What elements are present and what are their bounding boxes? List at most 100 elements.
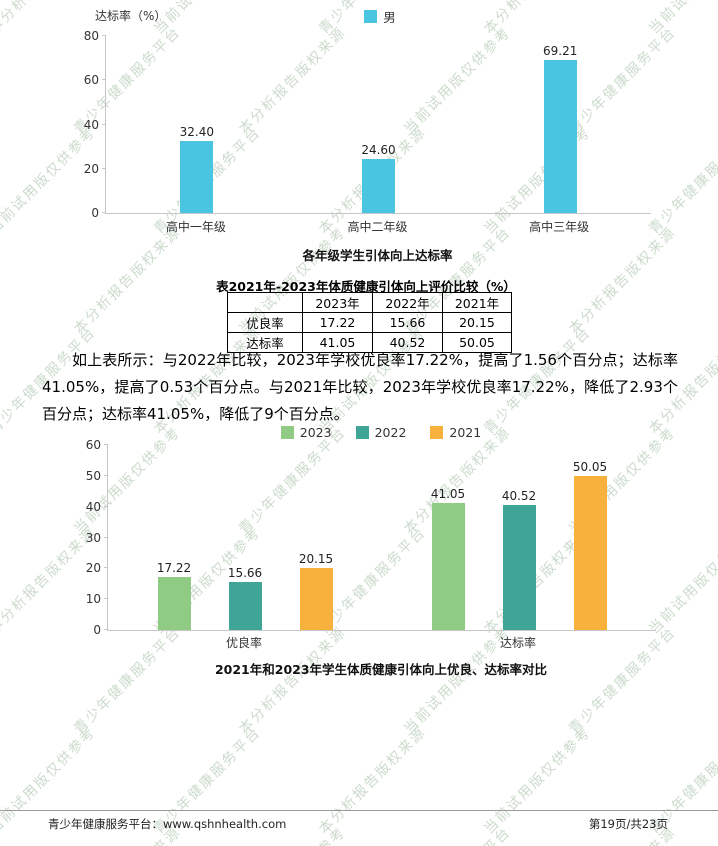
table-cell: 41.05 bbox=[302, 332, 373, 353]
legend-swatch bbox=[280, 426, 294, 439]
y-tick-label: 0 bbox=[93, 623, 101, 637]
bar-2022-达标率: 40.52 bbox=[502, 489, 536, 630]
chart-caption: 2021年和2023年学生体质健康引体向上优良、达标率对比 bbox=[214, 662, 548, 677]
table-cell: 20.15 bbox=[442, 312, 512, 333]
legend-item-2022: 2022 bbox=[355, 425, 407, 440]
y-tick-mark bbox=[102, 35, 106, 36]
y-tick-mark bbox=[104, 505, 108, 507]
x-axis-labels: 优良率 达标率 bbox=[107, 634, 655, 651]
bar-男-高中一年级: 32.40 bbox=[180, 125, 214, 213]
category-group: 17.22 15.66 20.15 bbox=[108, 445, 382, 630]
bar-男-高中二年级: 24.60 bbox=[361, 143, 396, 213]
bars-container: 32.40 24.60 69.21 bbox=[106, 36, 651, 213]
bar-value-label: 17.22 bbox=[156, 560, 192, 575]
y-tick-mark bbox=[104, 598, 108, 600]
y-tick-label: 40 bbox=[83, 117, 99, 132]
bar-value-label: 69.21 bbox=[542, 43, 578, 58]
y-tick-label: 20 bbox=[85, 561, 101, 576]
category-group: 41.05 40.52 50.05 bbox=[382, 445, 656, 630]
bar-2022-优良率: 15.66 bbox=[228, 566, 262, 630]
bar-2023-达标率: 41.05 bbox=[431, 487, 465, 630]
chart-legend: 男 bbox=[105, 7, 655, 26]
legend-item-2021: 2021 bbox=[430, 425, 481, 440]
table-cell: 15.66 bbox=[372, 312, 443, 333]
y-tick-label: 20 bbox=[83, 161, 99, 176]
bars-container: 17.22 15.66 20.15 41.05 40.52 50.05 bbox=[108, 445, 656, 630]
legend-swatch bbox=[355, 426, 369, 439]
y-tick-mark bbox=[102, 212, 106, 213]
table-cell: 40.52 bbox=[372, 332, 443, 353]
table-row: 优良率 17.22 15.66 20.15 bbox=[227, 312, 512, 333]
y-tick-label: 40 bbox=[85, 499, 101, 514]
table-cell: 17.22 bbox=[302, 312, 373, 333]
y-tick-mark bbox=[104, 474, 108, 476]
legend-item-男: 男 bbox=[364, 7, 396, 26]
plot-area: 17.22 15.66 20.15 41.05 40.52 50.05 0 10 20 30 40… bbox=[86, 438, 656, 637]
year-comparison-chart: 2023 2022 2021 17.22 15.66 20.15 41.05 40.52 50… bbox=[85, 420, 665, 685]
table-title: 表2021年-2023年体质健康引体向上评价比较（%） bbox=[216, 279, 516, 294]
y-tick-mark bbox=[102, 167, 106, 169]
x-axis-labels: 高中一年级 高中二年级 高中三年级 bbox=[105, 218, 650, 235]
y-tick-mark bbox=[104, 444, 108, 445]
table-cell: 50.05 bbox=[442, 332, 512, 353]
bar-value-label: 20.15 bbox=[298, 551, 334, 566]
table-header-row: 2023年 2022年 2021年 bbox=[227, 292, 512, 313]
table-header-cell bbox=[227, 292, 303, 313]
bar-2021-达标率: 50.05 bbox=[573, 460, 607, 630]
category-group: 32.40 bbox=[106, 36, 288, 213]
bar-value-label: 15.66 bbox=[227, 565, 263, 580]
y-tick-mark bbox=[104, 567, 108, 569]
bar-2021-优良率: 20.15 bbox=[299, 552, 333, 630]
y-tick-label: 0 bbox=[91, 206, 99, 220]
y-tick-mark bbox=[102, 123, 106, 125]
analysis-paragraph: 如上表所示：与2022年比较，2023年学校优良率17.22%，提高了1.56个… bbox=[42, 351, 678, 423]
category-group: 69.21 bbox=[469, 36, 651, 213]
bar-value-label: 50.05 bbox=[572, 459, 608, 474]
legend-item-2023: 2023 bbox=[280, 425, 332, 440]
y-axis-title: 达标率（%） bbox=[95, 9, 167, 23]
page-number: 第19页/共23页 bbox=[588, 817, 668, 831]
row-label: 达标率 bbox=[227, 332, 303, 353]
chart-legend: 2023 2022 2021 bbox=[107, 425, 655, 440]
grade-pass-rate-chart: 达标率（%） 男 32.40 24.60 69.21 0 20 40 60 80 高中一年级… bbox=[84, 7, 665, 277]
plot-area: 32.40 24.60 69.21 0 20 40 60 80 bbox=[84, 29, 651, 220]
category-group: 24.60 bbox=[288, 36, 470, 213]
table-row: 达标率 41.05 40.52 50.05 bbox=[227, 332, 512, 353]
legend-label: 2022 bbox=[374, 425, 407, 440]
y-tick-label: 10 bbox=[85, 592, 101, 607]
table-header-cell: 2022年 bbox=[372, 292, 443, 313]
legend-label: 男 bbox=[383, 10, 396, 25]
x-axis-label: 达标率 bbox=[499, 636, 536, 650]
legend-swatch bbox=[364, 10, 378, 23]
bar-value-label: 40.52 bbox=[501, 489, 537, 504]
table-header-cell: 2023年 bbox=[302, 292, 373, 313]
y-tick-mark bbox=[104, 629, 108, 630]
bar-value-label: 24.60 bbox=[361, 142, 396, 157]
bar-2023-优良率: 17.22 bbox=[157, 561, 191, 630]
footer-divider bbox=[0, 810, 718, 811]
y-tick-label: 60 bbox=[85, 438, 101, 452]
x-axis-label: 高中一年级 bbox=[165, 220, 226, 234]
x-axis-label: 优良率 bbox=[225, 636, 262, 650]
table-header-cell: 2021年 bbox=[442, 292, 512, 313]
bar-value-label: 41.05 bbox=[430, 487, 466, 502]
footer-platform-text: 青少年健康服务平台：www.qshnhealth.com bbox=[48, 817, 287, 831]
y-tick-label: 30 bbox=[85, 530, 101, 545]
bar-男-高中三年级: 69.21 bbox=[543, 44, 577, 213]
comparison-table: 2023年 2022年 2021年 优良率 17.22 15.66 20.15 … bbox=[227, 292, 512, 353]
row-label: 优良率 bbox=[227, 312, 303, 333]
y-tick-label: 60 bbox=[83, 73, 99, 88]
y-tick-mark bbox=[104, 536, 108, 538]
y-tick-label: 50 bbox=[85, 468, 101, 483]
x-axis-label: 高中二年级 bbox=[347, 220, 408, 234]
x-axis-label: 高中三年级 bbox=[529, 220, 590, 234]
legend-label: 2023 bbox=[299, 425, 332, 440]
bar-value-label: 32.40 bbox=[179, 125, 215, 140]
legend-label: 2021 bbox=[449, 425, 482, 440]
legend-swatch bbox=[430, 426, 444, 439]
chart-caption: 各年级学生引体向上达标率 bbox=[302, 248, 453, 263]
y-tick-mark bbox=[102, 79, 106, 81]
y-tick-label: 80 bbox=[83, 29, 99, 43]
